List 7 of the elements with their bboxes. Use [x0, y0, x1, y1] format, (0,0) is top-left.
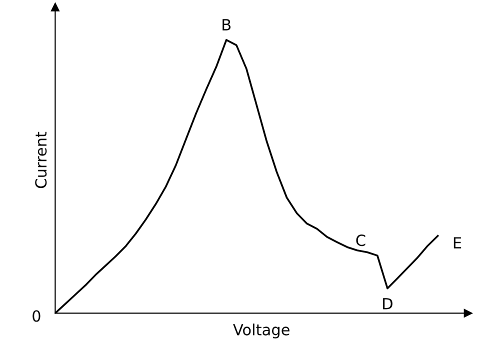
annotation: C — [356, 234, 366, 246]
text: E — [454, 237, 462, 248]
x-axis-title: Voltage — [233, 324, 290, 338]
y-axis-title: Current — [35, 132, 47, 188]
annotation: B — [222, 19, 231, 30]
text: 0 — [32, 310, 40, 322]
annotation: D — [383, 298, 392, 310]
